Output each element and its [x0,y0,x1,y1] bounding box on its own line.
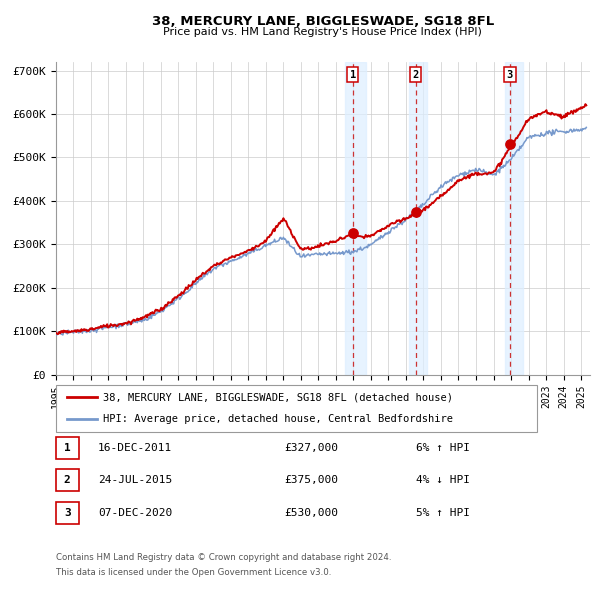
Text: 2: 2 [64,475,71,485]
Text: 3: 3 [506,70,513,80]
Text: £375,000: £375,000 [284,475,338,485]
Bar [505,62,523,375]
Bar [344,62,365,375]
Bar [409,62,427,375]
Text: 2: 2 [413,70,419,80]
Text: 16-DEC-2011: 16-DEC-2011 [98,443,172,453]
Text: Price paid vs. HM Land Registry's House Price Index (HPI): Price paid vs. HM Land Registry's House … [163,27,482,37]
Text: HPI: Average price, detached house, Central Bedfordshire: HPI: Average price, detached house, Cent… [103,414,452,424]
Point [505,140,515,149]
Text: This data is licensed under the Open Government Licence v3.0.: This data is licensed under the Open Gov… [56,568,331,577]
Text: 24-JUL-2015: 24-JUL-2015 [98,475,172,485]
Point [411,207,421,217]
Text: Contains HM Land Registry data © Crown copyright and database right 2024.: Contains HM Land Registry data © Crown c… [56,553,391,562]
Text: 1: 1 [350,70,356,80]
Text: 07-DEC-2020: 07-DEC-2020 [98,508,172,518]
Text: 3: 3 [64,508,71,518]
Text: 5% ↑ HPI: 5% ↑ HPI [416,508,470,518]
Text: 38, MERCURY LANE, BIGGLESWADE, SG18 8FL: 38, MERCURY LANE, BIGGLESWADE, SG18 8FL [152,15,494,28]
Text: £327,000: £327,000 [284,443,338,453]
Text: 38, MERCURY LANE, BIGGLESWADE, SG18 8FL (detached house): 38, MERCURY LANE, BIGGLESWADE, SG18 8FL … [103,392,452,402]
Text: 6% ↑ HPI: 6% ↑ HPI [416,443,470,453]
Text: 1: 1 [64,443,71,453]
Text: £530,000: £530,000 [284,508,338,518]
Point [348,228,358,237]
Text: 4% ↓ HPI: 4% ↓ HPI [416,475,470,485]
